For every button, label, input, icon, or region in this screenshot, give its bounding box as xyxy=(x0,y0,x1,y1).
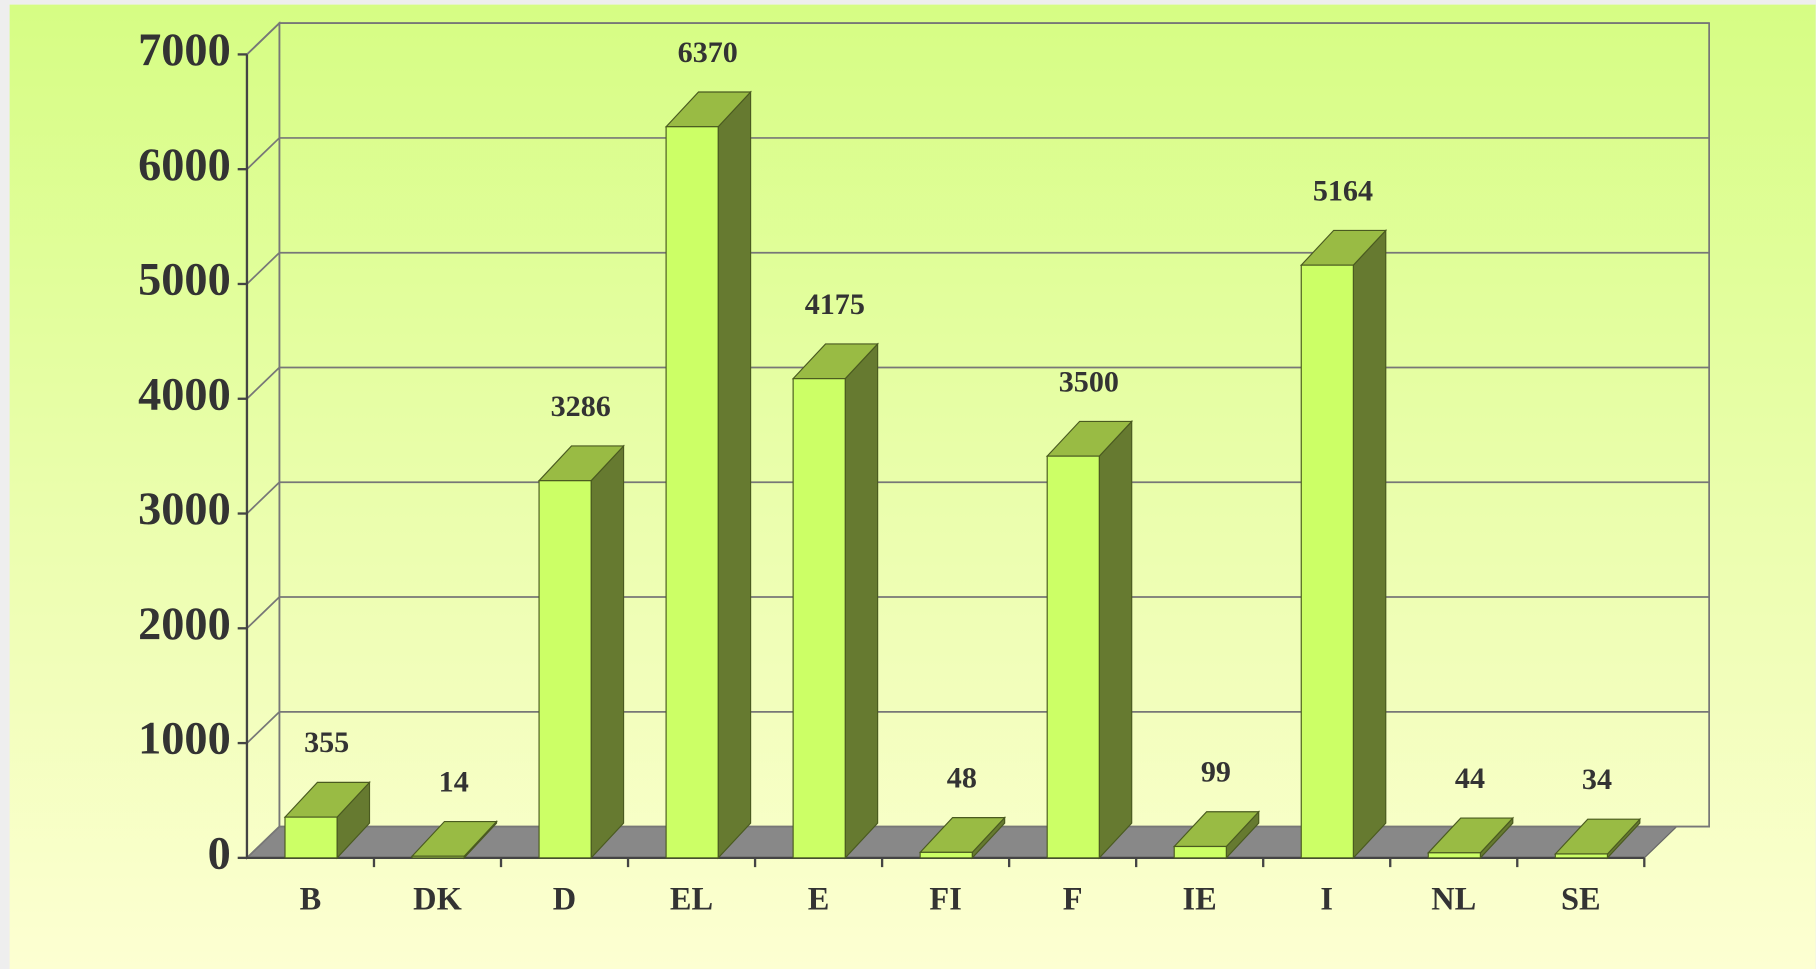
bar-side xyxy=(590,444,625,860)
y-tick-label: 3000 xyxy=(138,484,231,535)
grid-line xyxy=(246,251,1710,285)
bar-side xyxy=(1098,419,1133,860)
y-tick-label: 0 xyxy=(208,828,231,879)
x-tick-label: DK xyxy=(413,881,462,917)
grid-line xyxy=(246,710,1710,744)
bar xyxy=(284,816,338,859)
bar-side xyxy=(717,90,752,860)
bar xyxy=(792,378,846,859)
bar-side xyxy=(844,342,879,860)
grid-line xyxy=(246,137,1710,170)
grid-line xyxy=(246,481,1710,515)
x-tick-label: D xyxy=(553,881,576,917)
value-label: 48 xyxy=(947,760,977,794)
value-label: 14 xyxy=(439,764,469,798)
bar xyxy=(1427,852,1481,859)
y-tick-label: 2000 xyxy=(138,599,231,650)
x-tick-label: EL xyxy=(670,881,713,917)
value-label: 3286 xyxy=(551,389,611,423)
y-tick-label: 4000 xyxy=(138,369,231,420)
value-label: 355 xyxy=(304,725,349,759)
bar-side xyxy=(1352,228,1387,860)
grid-line xyxy=(246,596,1710,629)
bar xyxy=(665,126,719,859)
x-tick-label: SE xyxy=(1561,881,1601,917)
value-label: 44 xyxy=(1455,761,1485,795)
x-tick-label: F xyxy=(1063,881,1083,917)
x-tick-label: E xyxy=(808,881,830,917)
bar xyxy=(1046,455,1100,859)
value-label: 5164 xyxy=(1313,173,1373,207)
x-tick-label: IE xyxy=(1183,881,1217,917)
bar xyxy=(1173,845,1227,859)
value-label: 34 xyxy=(1582,762,1612,796)
x-tick-label: B xyxy=(300,881,322,917)
y-tick-label: 5000 xyxy=(138,255,231,306)
value-label: 6370 xyxy=(678,35,738,69)
x-tick-label: I xyxy=(1320,881,1333,917)
plot: 0 1000 2000 3000 4000 5000 6000 7000 B 355 DK 14 D 32… xyxy=(138,21,1711,917)
x-tick-label: NL xyxy=(1431,881,1476,917)
grid-line xyxy=(246,22,1710,56)
y-tick-label: 1000 xyxy=(138,714,231,765)
bar xyxy=(1300,264,1354,859)
background xyxy=(9,4,1816,969)
value-label: 99 xyxy=(1201,755,1231,789)
bar xyxy=(411,855,465,859)
x-tick-label: FI xyxy=(929,881,961,917)
grid-line xyxy=(246,366,1710,400)
bar xyxy=(919,851,973,859)
y-tick-label: 6000 xyxy=(138,140,231,191)
value-label: 4175 xyxy=(805,287,865,321)
bar xyxy=(1554,853,1608,859)
bar xyxy=(538,480,592,859)
y-tick-label: 7000 xyxy=(138,25,231,76)
value-label: 3500 xyxy=(1059,364,1119,398)
